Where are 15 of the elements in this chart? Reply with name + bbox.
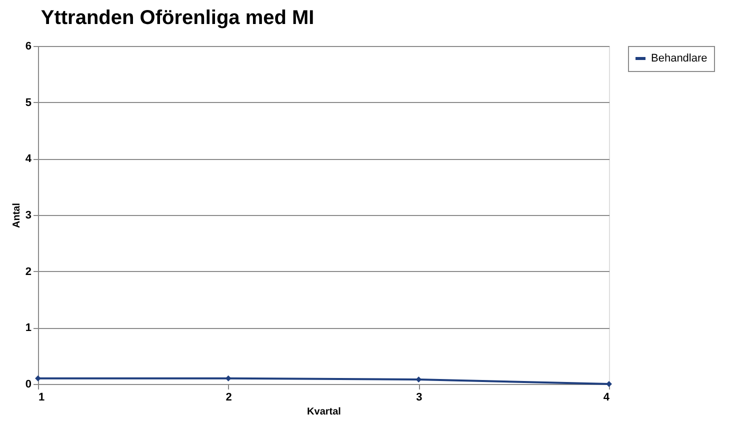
y-tick-label: 5 (25, 96, 32, 109)
y-tick-label: 6 (25, 40, 32, 52)
x-tick-label: 2 (226, 392, 232, 404)
x-tick-label: 4 (603, 392, 610, 404)
y-tick-label: 3 (25, 210, 32, 222)
legend-label: Behandlare (651, 52, 708, 64)
y-tick-label: 1 (25, 322, 32, 334)
x-tick-label: 1 (38, 392, 45, 404)
y-tick-label: 0 (25, 378, 32, 390)
y-tick-label: 2 (25, 266, 32, 278)
x-axis-title: Kvartal (307, 406, 342, 418)
chart-title: Yttranden Oförenliga med MI (40, 7, 314, 29)
y-tick-label: 4 (25, 153, 32, 166)
x-tick-label: 3 (416, 392, 422, 404)
y-axis-title: Antal (11, 202, 22, 228)
